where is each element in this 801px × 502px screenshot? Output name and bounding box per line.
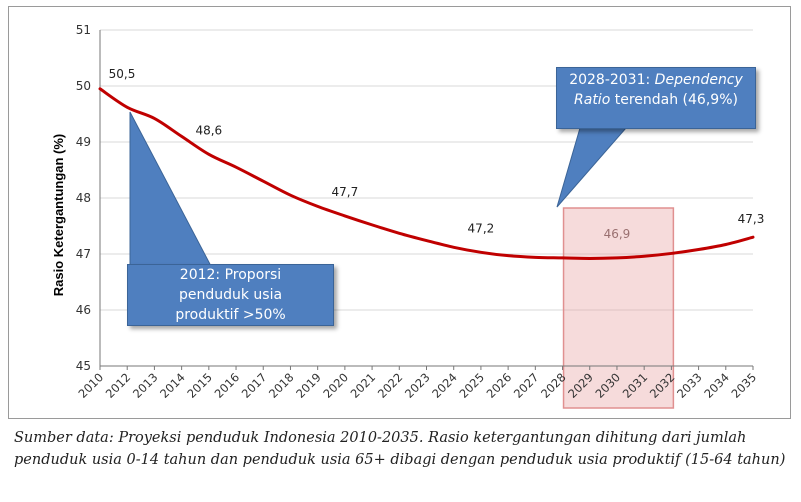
- x-tick-label: 2034: [701, 370, 732, 401]
- x-tick-label: 2027: [511, 370, 542, 401]
- x-tick-label: 2014: [157, 370, 188, 401]
- callout-2012-line2: penduduk usia: [178, 287, 283, 303]
- x-tick-label: 2023: [402, 370, 433, 401]
- x-tick-label: 2035: [729, 370, 760, 401]
- series-line-layer: [98, 87, 755, 260]
- callout-2028: 2028-2031: Dependency Ratio terendah (46…: [556, 67, 756, 129]
- y-tick-label: 45: [76, 359, 91, 373]
- x-tick-label: 2026: [484, 370, 515, 401]
- x-tick-label: 2015: [184, 370, 215, 401]
- x-tick-label: 2012: [103, 370, 134, 401]
- data-label: 47,3: [738, 212, 765, 226]
- highlight-region: [562, 207, 675, 409]
- source-caption: Sumber data: Proyeksi penduduk Indonesia…: [14, 430, 786, 468]
- x-tick-label: 2020: [320, 370, 351, 401]
- data-label: 48,6: [195, 123, 222, 137]
- callout-2012-line3: produktif >50%: [175, 307, 286, 323]
- callout-2012: 2012: Proporsi penduduk usia produktif >…: [127, 264, 334, 326]
- callout-2028-prefix: 2028-2031:: [569, 72, 655, 88]
- x-tick-label: 2016: [212, 370, 243, 401]
- x-tick-label: 2022: [375, 370, 406, 401]
- series-line: [98, 87, 755, 260]
- callout-2028-italic2: Ratio: [574, 92, 611, 108]
- x-tick-label: 2010: [76, 370, 107, 401]
- callout-2028-pointer: [556, 127, 628, 208]
- x-tick-label: 2019: [293, 370, 324, 401]
- x-tick-label: 2013: [130, 370, 161, 401]
- x-tick-label: 2021: [348, 370, 379, 401]
- highlight-region-layer: [562, 207, 675, 409]
- data-label: 47,2: [468, 221, 495, 235]
- y-tick-label: 48: [76, 191, 91, 205]
- data-label: 47,7: [332, 185, 359, 199]
- callout-2028-line1: 2028-2031: Dependency: [557, 70, 755, 90]
- callout-2028-suffix: terendah (46,9%): [610, 92, 738, 108]
- callout-2012-line1: 2012: Proporsi: [179, 267, 282, 283]
- y-tick-label: 46: [76, 303, 91, 317]
- data-label-layer: 50,5 48,6 47,7 47,2 46,9 47,3: [109, 67, 765, 241]
- y-tick-label: 49: [76, 135, 91, 149]
- x-tick-label: 2033: [674, 370, 705, 401]
- y-tick-label: 47: [76, 247, 91, 261]
- data-label: 46,9: [604, 227, 631, 241]
- data-label: 50,5: [109, 67, 136, 81]
- y-tick-label: 51: [76, 23, 91, 37]
- line-chart: Rasio Ketergantungan (%) 45 46 47 48 49 50 51 2…: [51, 23, 765, 409]
- x-tick-label: 2024: [429, 370, 460, 401]
- callout-2028-italic1: Dependency: [654, 72, 743, 88]
- y-axis-label: Rasio Ketergantungan (%): [51, 134, 66, 297]
- x-tick-label: 2017: [239, 370, 270, 401]
- x-tick-label: 2018: [266, 370, 297, 401]
- callout-2028-line2: Ratio terendah (46,9%): [557, 90, 755, 110]
- x-tick-label: 2025: [456, 370, 487, 401]
- y-tick-label: 50: [76, 79, 91, 93]
